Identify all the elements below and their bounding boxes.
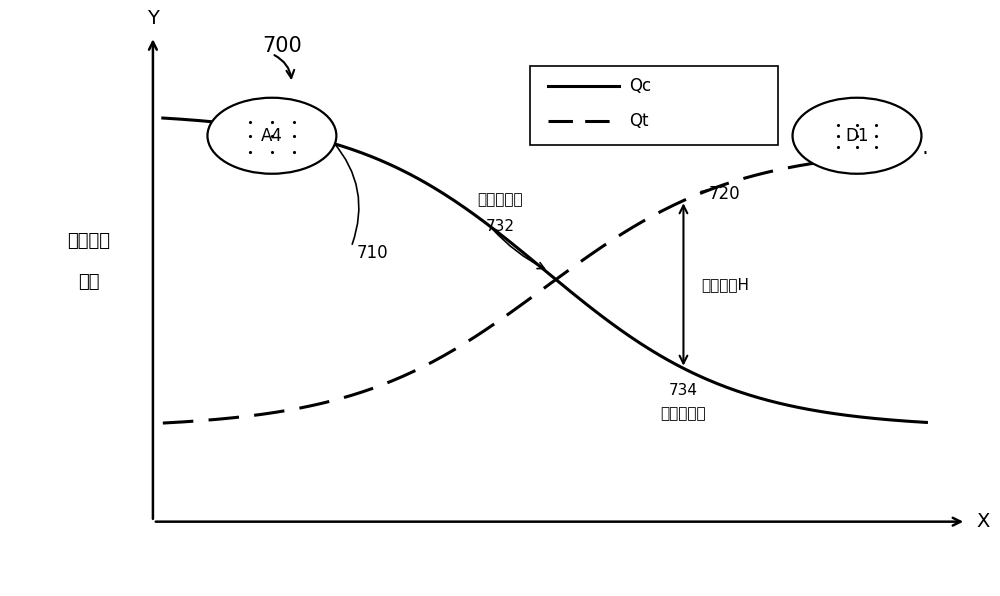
Text: Qt: Qt <box>629 112 648 130</box>
Circle shape <box>207 98 336 174</box>
Text: 732: 732 <box>486 219 515 234</box>
FancyBboxPatch shape <box>530 66 778 144</box>
Text: 波束质量: 波束质量 <box>67 232 110 250</box>
Text: 710: 710 <box>356 244 388 262</box>
Text: X: X <box>976 512 989 531</box>
Text: 700: 700 <box>262 36 302 57</box>
Text: 720: 720 <box>708 185 740 203</box>
Text: 波束变化点: 波束变化点 <box>477 192 523 207</box>
Text: 734: 734 <box>669 383 698 398</box>
Text: 等级: 等级 <box>78 273 99 291</box>
Text: A4: A4 <box>261 127 283 145</box>
Text: 迟滞裕量H: 迟滞裕量H <box>701 277 749 292</box>
Text: 波束变化点: 波束变化点 <box>661 406 706 421</box>
Circle shape <box>793 98 921 174</box>
Text: Y: Y <box>147 8 159 27</box>
Text: D1: D1 <box>845 127 869 145</box>
Text: Qc: Qc <box>629 77 651 95</box>
